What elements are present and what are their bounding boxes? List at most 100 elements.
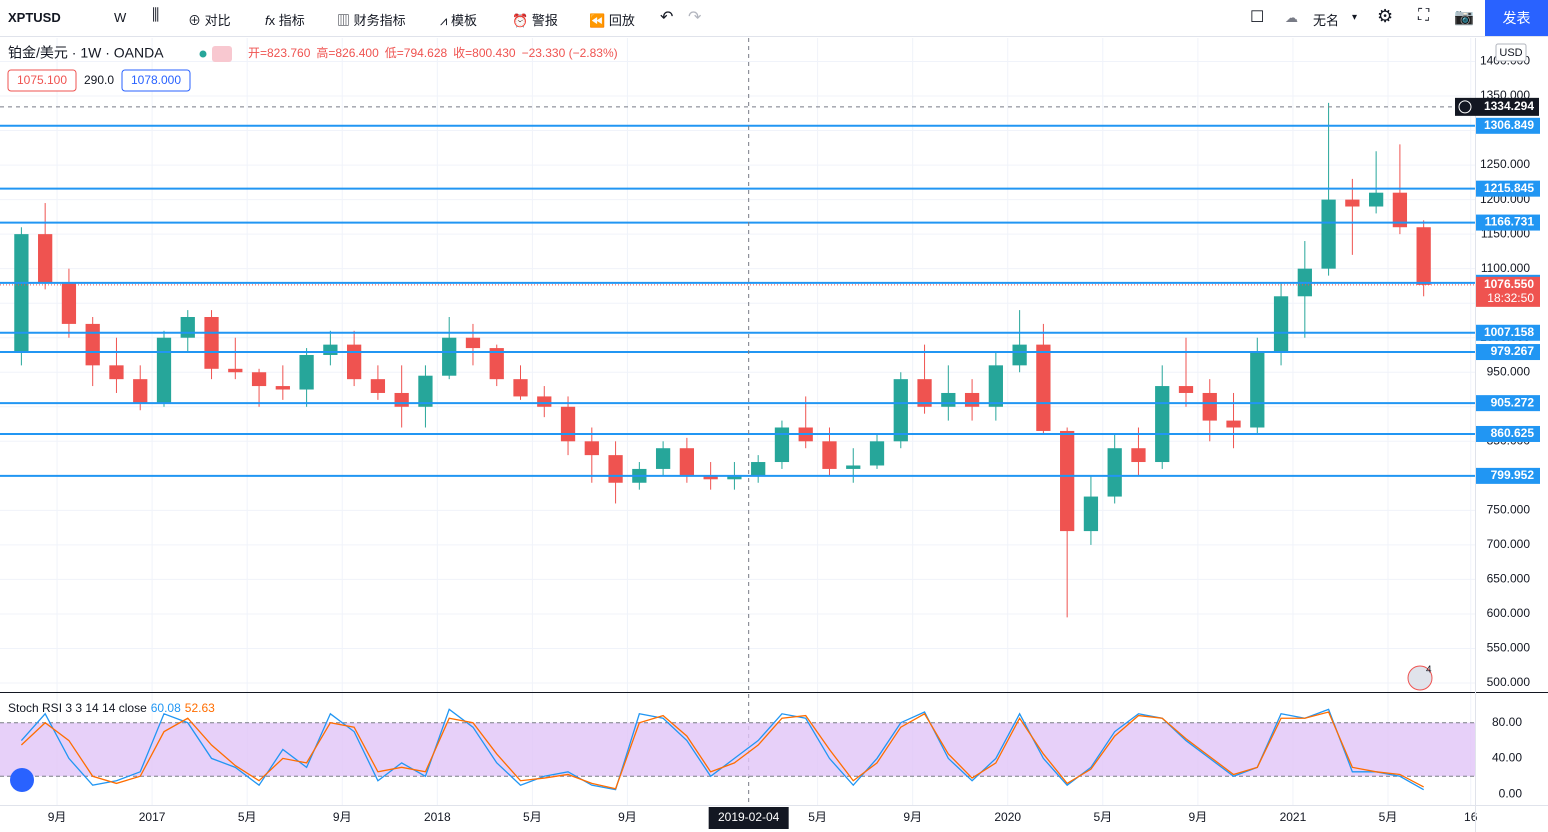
y-tick-label: 650.000 — [1487, 572, 1531, 586]
layout-icon[interactable]: ☐ — [1250, 9, 1265, 26]
layout-name[interactable]: 无名 — [1313, 13, 1340, 28]
market-dot — [199, 50, 207, 58]
ohlc: 开=823.760 高=826.400 低=794.628 收=800.430 −23.… — [248, 45, 618, 60]
candle-body — [1131, 448, 1146, 463]
chart-style-icon[interactable]: ⫼ — [152, 7, 160, 24]
hline-label-box — [1476, 467, 1540, 484]
candle-body — [489, 348, 504, 380]
candle-body — [61, 282, 77, 324]
candle-body — [1273, 296, 1289, 352]
indicators[interactable]: fx 指标 — [265, 13, 305, 28]
y-tick-label: 1250.000 — [1480, 157, 1530, 171]
redo[interactable]: ↷ — [688, 9, 702, 26]
currency-box — [1495, 43, 1527, 62]
dropdown-icon[interactable]: ▾ — [1352, 12, 1358, 23]
alert-label: 警报 — [531, 13, 558, 28]
candle-body — [394, 392, 409, 407]
screenshot[interactable]: 📷 — [1454, 9, 1474, 26]
candle-body — [869, 441, 885, 466]
templates[interactable]: ⩘ 模板 — [440, 13, 477, 28]
candle-body — [846, 465, 861, 469]
candle-body — [917, 379, 932, 407]
candle-body — [180, 317, 195, 338]
hline-label-text: 860.625 — [1491, 426, 1535, 440]
x-tick-label: 5月 — [1093, 810, 1112, 824]
financials[interactable]: ▥ 财务指标 — [337, 13, 406, 28]
candle-body — [513, 379, 528, 397]
candle-body — [465, 337, 481, 349]
interval[interactable]: W — [114, 10, 127, 25]
candle-body — [988, 365, 1003, 407]
candle-body — [133, 379, 148, 404]
settings[interactable]: ⚙ — [1377, 6, 1394, 26]
toolbar: XPTUSD W ⫼ ⊕ 对比 fx 指标 ▥ 财务指标 ⩘ 模板 ⏰ 警报 ⏪… — [0, 0, 1548, 37]
candle-body — [751, 462, 766, 476]
candle-body — [1321, 199, 1336, 269]
compare-label: 对比 — [204, 13, 231, 28]
hline-label-box — [1476, 117, 1540, 134]
candle-body — [1416, 227, 1431, 285]
x-tick-label: 5月 — [238, 810, 257, 824]
spread: 290.0 — [84, 73, 114, 87]
x-tick-label: 5月 — [523, 810, 542, 824]
y-tick-label: 550.000 — [1487, 641, 1531, 655]
cloud-icon: ☁ — [1285, 10, 1298, 25]
y-tick-label: 950.000 — [1487, 364, 1531, 378]
x-tick-label: 16 — [1464, 810, 1478, 824]
candle-body — [228, 368, 243, 373]
ohlc-value: 收=800.430 — [453, 46, 516, 60]
candle-body — [418, 375, 433, 407]
x-tick-label: 2017 — [139, 810, 166, 824]
candle-body — [1226, 420, 1241, 428]
symbol[interactable]: XPTUSD — [8, 10, 61, 25]
hline-label-box — [1476, 395, 1540, 412]
last-price-box — [1476, 276, 1540, 307]
stoch-legend: Stoch RSI 3 3 14 14 close 60.08 52.63 — [8, 701, 215, 715]
symbol-description: 铂金/美元 · 1W · OANDA — [8, 45, 164, 61]
candle-body — [822, 441, 837, 469]
fullscreen[interactable]: ⛶ — [1418, 7, 1430, 24]
indicators-label: 指标 — [278, 13, 305, 28]
templates-label: 模板 — [450, 13, 477, 28]
compare[interactable]: ⊕ 对比 — [188, 13, 231, 28]
candle-body — [1368, 192, 1384, 207]
hline-label-box — [1476, 344, 1540, 361]
candle-body — [727, 475, 742, 480]
candle-body — [156, 337, 172, 404]
ask: 1078.000 — [131, 73, 181, 87]
hline-label-text: 979.267 — [1491, 344, 1535, 358]
add-icon — [1458, 100, 1472, 114]
financials-label: 财务指标 — [353, 13, 406, 28]
x-tick-label: 9月 — [333, 810, 352, 824]
candle-body — [537, 396, 552, 407]
candle-body — [1155, 386, 1170, 463]
crosshair-price-box — [1455, 97, 1539, 116]
crosshair-date-box — [708, 807, 789, 829]
candle-body — [1012, 344, 1027, 366]
undo[interactable]: ↶ — [660, 9, 674, 26]
candle-body — [85, 323, 100, 366]
candle-body — [370, 379, 386, 393]
candle-body — [299, 354, 314, 390]
events-badge: 4 — [1426, 665, 1432, 676]
crosshair-price: 1334.294 — [1484, 99, 1534, 113]
stoch-band — [0, 722, 1475, 777]
y-tick-label: 700.000 — [1487, 537, 1531, 551]
candle-body — [204, 317, 219, 369]
candle-body — [251, 372, 267, 387]
ask-box — [121, 69, 191, 92]
replay[interactable]: ⏪ 回放 — [589, 13, 635, 28]
y-tick-label: 40.00 — [1492, 751, 1522, 765]
candle-body — [1392, 192, 1408, 228]
replay-label: 回放 — [608, 13, 635, 28]
alert[interactable]: ⏰ 警报 — [512, 13, 558, 28]
x-tick-label: 2021 — [1280, 810, 1307, 824]
x-tick-label: 9月 — [618, 810, 637, 824]
last-price-text: 1076.550 — [1484, 277, 1534, 291]
candle-body — [1036, 344, 1051, 431]
countdown: 18:32:50 — [1487, 291, 1534, 305]
publish-button[interactable]: 发表 — [1485, 0, 1548, 36]
currency: USD — [1499, 47, 1522, 59]
